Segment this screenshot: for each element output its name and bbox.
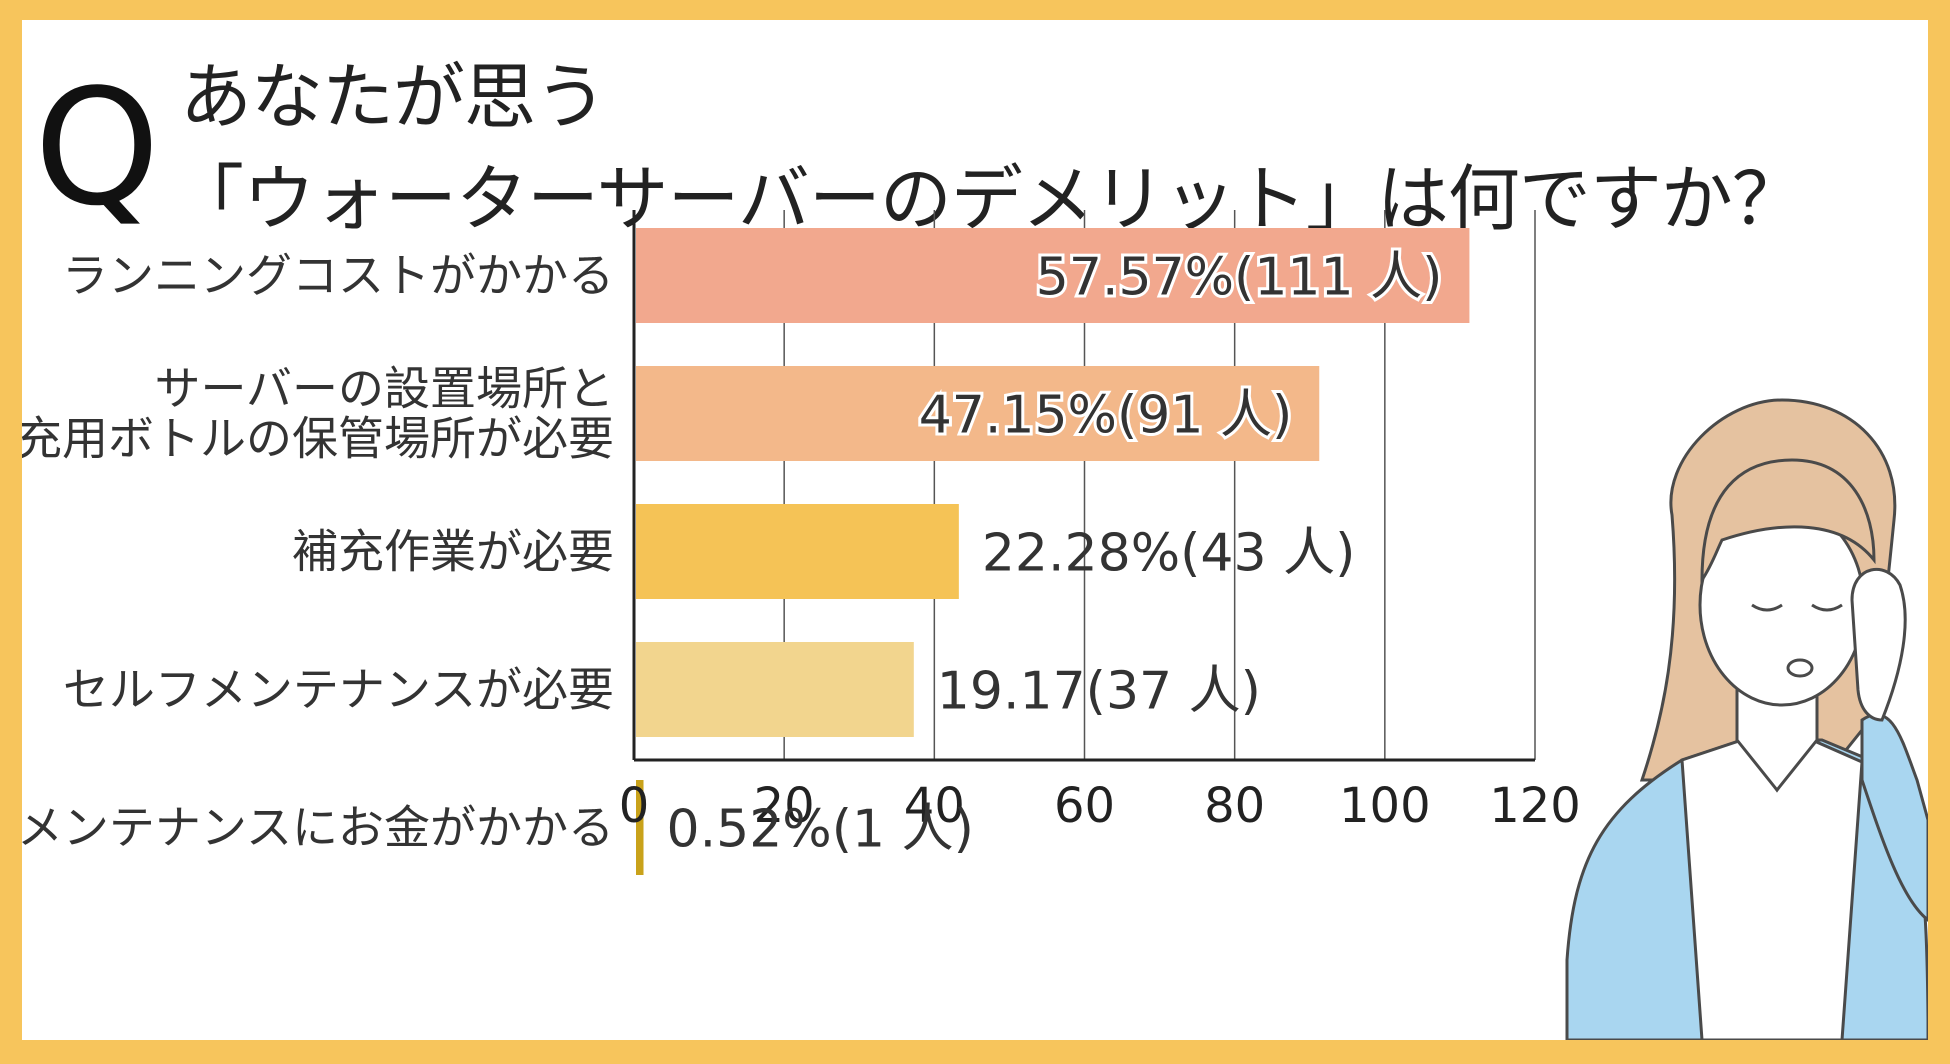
category-label: サーバーの設置場所と <box>154 362 614 416</box>
bar-chart: 0 20 40 60 80 100 120 ランニングコストがかかる 57.57%(111 人)… <box>22 210 1928 1040</box>
category-label: セルフメンテナンスが必要 <box>63 663 614 717</box>
hand <box>1850 567 1907 722</box>
data-label: 0.52%(1 人) <box>667 800 974 860</box>
data-label: 57.57%(111 人) <box>1036 248 1443 308</box>
category-label: ランニングコストがかかる <box>62 249 614 303</box>
category-label: メンテナンスにお金がかかる <box>22 801 614 855</box>
x-tick-label: 100 <box>1339 778 1431 834</box>
chart-card: Q あなたが思う 「ウォーターサーバーのデメリット」は何ですか？ 0 20 40 60… <box>22 20 1928 1040</box>
bar <box>636 228 1470 323</box>
x-tick-label: 60 <box>1054 778 1115 834</box>
title-line-2: 「ウォーターサーバーのデメリット」は何ですか？ <box>172 157 1804 241</box>
bar <box>636 504 959 599</box>
category-label: 補充作業が必要 <box>292 525 614 579</box>
x-tick-label: 120 <box>1489 778 1581 834</box>
x-tick-label: 20 <box>754 778 815 834</box>
woman-illustration <box>1565 398 1928 1040</box>
labels: 0 20 40 60 80 100 120 ランニングコストがかかる 57.57%(111 人)… <box>22 245 1581 860</box>
bars <box>636 228 1470 875</box>
mouth <box>1786 658 1814 678</box>
x-tick-label: 40 <box>904 778 965 834</box>
eye-left <box>1751 603 1783 612</box>
category-label: 補充用ボトルの保管場所が必要 <box>22 412 614 466</box>
eye-right <box>1811 603 1843 612</box>
data-label: 22.28%(43 人) <box>982 524 1356 584</box>
bar <box>636 366 1320 461</box>
x-tick-label: 0 <box>619 778 650 834</box>
bar <box>636 642 914 737</box>
axes <box>632 210 1535 762</box>
data-label: 47.15%(91 人) <box>919 386 1293 446</box>
bar <box>636 780 644 875</box>
q-mark: Q <box>34 54 160 241</box>
data-label: 19.17(37 人) <box>937 662 1261 722</box>
x-tick-label: 80 <box>1204 778 1265 834</box>
title-line-1: あなたが思う <box>180 55 607 139</box>
hair-front <box>1700 458 1876 585</box>
arm <box>1860 713 1928 922</box>
